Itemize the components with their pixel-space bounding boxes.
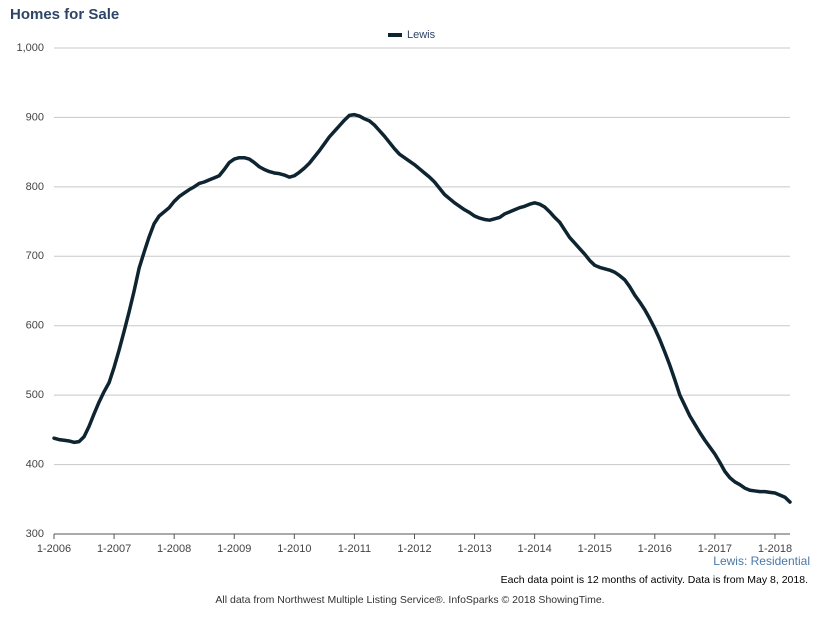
x-tick-label: 1-2013 bbox=[457, 543, 491, 555]
x-tick-label: 1-2006 bbox=[37, 543, 71, 555]
y-tick-label: 300 bbox=[26, 528, 44, 540]
x-tick-label: 1-2015 bbox=[578, 543, 612, 555]
annotation: Lewis: Residential bbox=[713, 554, 810, 568]
x-tick-label: 1-2009 bbox=[217, 543, 251, 555]
x-tick-label: 1-2010 bbox=[277, 543, 311, 555]
legend-label: Lewis bbox=[407, 29, 436, 41]
x-tick-label: 1-2007 bbox=[97, 543, 131, 555]
footnote: Each data point is 12 months of activity… bbox=[501, 574, 808, 586]
x-tick-label: 1-2008 bbox=[157, 543, 191, 555]
y-tick-label: 400 bbox=[26, 458, 44, 470]
x-tick-label: 1-2012 bbox=[397, 543, 431, 555]
source: All data from Northwest Multiple Listing… bbox=[215, 594, 604, 606]
line bbox=[52, 112, 792, 504]
x-tick-label: 1-2016 bbox=[638, 543, 672, 555]
y-tick-label: 700 bbox=[26, 250, 44, 262]
x-tick-label: 1-2011 bbox=[338, 543, 371, 555]
y-tick-label: 1,000 bbox=[16, 42, 44, 54]
x-tick-label: 1-2018 bbox=[758, 543, 792, 555]
chart-title: Homes for Sale bbox=[10, 6, 119, 23]
x-tick-label: 1-2014 bbox=[518, 543, 552, 555]
y-tick-label: 500 bbox=[26, 389, 44, 401]
y-tick-label: 800 bbox=[26, 181, 44, 193]
x-tick-label: 1-2017 bbox=[698, 543, 732, 555]
y-tick-label: 600 bbox=[26, 320, 44, 332]
y-tick-label: 900 bbox=[26, 111, 44, 123]
